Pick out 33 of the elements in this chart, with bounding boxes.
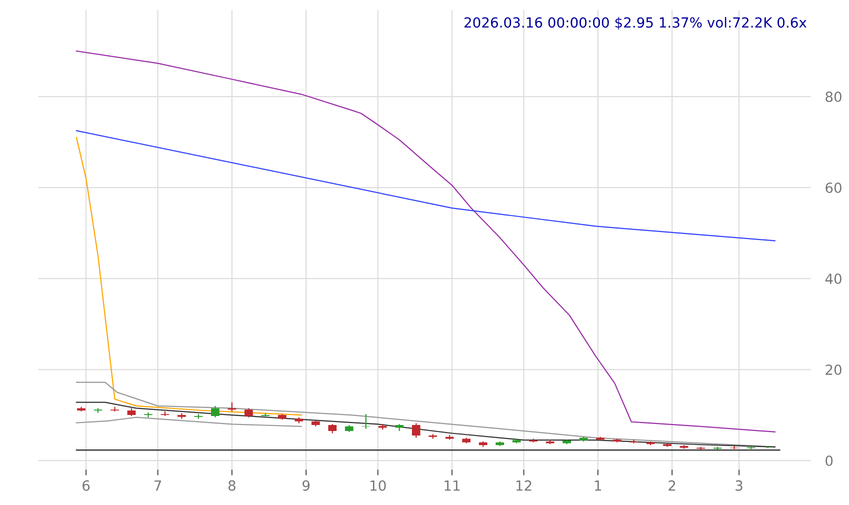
x-tick-label: 9 <box>302 480 310 491</box>
line-series <box>76 382 776 448</box>
x-tick-label: 8 <box>228 480 236 491</box>
candlestick <box>328 424 337 434</box>
x-tick-label: 12 <box>516 480 532 491</box>
candlestick <box>110 406 119 412</box>
x-tick-label: 3 <box>736 480 742 491</box>
y-tick-label: 40 <box>825 274 842 284</box>
x-tick-label: 1 <box>595 480 602 491</box>
candlestick <box>764 446 772 449</box>
y-tick-label: 80 <box>826 92 842 102</box>
y-tick-label: 60 <box>826 182 842 194</box>
x-tick-label: 7 <box>154 480 162 491</box>
candlestick <box>412 422 420 438</box>
line-series <box>76 130 776 242</box>
x-tick-label: 2 <box>668 480 676 491</box>
candlestick <box>362 414 370 430</box>
y-tick-label: 0 <box>826 456 833 466</box>
candlestick <box>228 402 236 412</box>
candlestick <box>630 439 638 444</box>
x-tick-label: 10 <box>370 480 386 491</box>
y-tick-label: 20 <box>826 364 842 376</box>
candlestick <box>144 412 152 418</box>
line-series <box>76 136 302 416</box>
line-series <box>76 416 302 427</box>
chart-title: 2026.03.16 00:00:00 $2.95 1.37% vol:72.2K 0.6x <box>464 16 806 30</box>
x-tick-label: 6 <box>82 480 90 491</box>
candlestick <box>730 445 738 450</box>
x-tick-label: 11 <box>444 480 460 491</box>
candlestick <box>244 408 253 418</box>
line-series <box>76 50 776 432</box>
line-series <box>76 402 776 448</box>
candlestick <box>211 405 220 418</box>
